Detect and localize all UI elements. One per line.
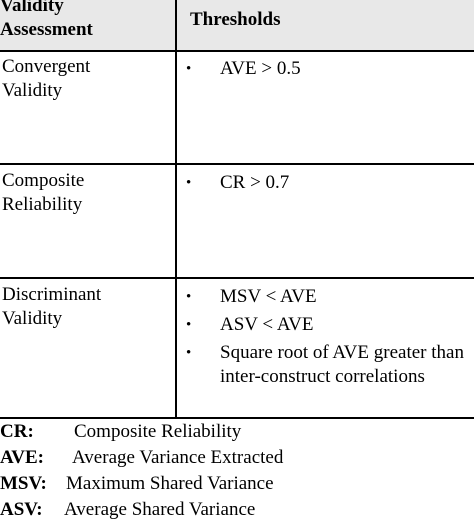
threshold-text: ASV < AVE	[220, 314, 314, 335]
bullet-icon: •	[186, 175, 192, 191]
bullet-icon: •	[186, 289, 192, 305]
row-divider	[0, 277, 474, 279]
legend-desc: Average Variance Extracted	[72, 447, 284, 468]
legend-desc: Composite Reliability	[74, 421, 242, 442]
bullet-icon: •	[186, 61, 192, 77]
threshold-text: Square root of AVE greater than inter-co…	[220, 342, 469, 387]
threshold-text: MSV < AVE	[220, 286, 317, 307]
legend-abbr: CR:	[0, 421, 34, 442]
criterion-convergent-validity: Convergent Validity	[2, 56, 91, 101]
legend-desc: Maximum Shared Variance	[66, 473, 274, 494]
threshold-text: AVE > 0.5	[220, 58, 301, 79]
legend-desc: Average Shared Variance	[64, 499, 256, 520]
header-validity-assessment: Validity Assessment	[0, 0, 93, 40]
threshold-text: CR > 0.7	[220, 172, 290, 193]
legend-abbr: MSV:	[0, 473, 47, 494]
criterion-discriminant-validity: Discriminant Validity	[2, 284, 102, 329]
row-divider	[0, 417, 474, 419]
row-divider	[0, 50, 474, 52]
bullet-icon: •	[186, 345, 192, 361]
legend-abbr: AVE:	[0, 447, 44, 468]
column-divider	[175, 0, 177, 417]
criterion-composite-reliability: Composite Reliability	[2, 170, 85, 215]
header-thresholds: Thresholds	[190, 9, 281, 30]
legend-abbr: ASV:	[0, 499, 43, 520]
bullet-icon: •	[186, 317, 192, 333]
table-header-row: Validity Assessment Thresholds	[0, 0, 474, 50]
row-divider	[0, 163, 474, 165]
